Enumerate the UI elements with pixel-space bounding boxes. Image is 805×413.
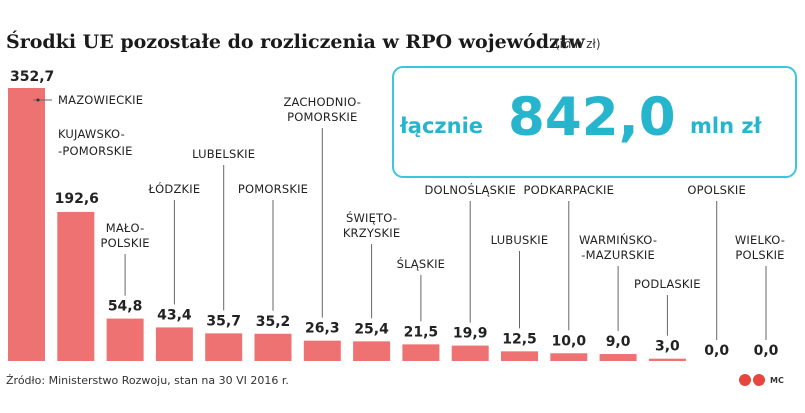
value-label-podlaskie: 3,0 — [655, 339, 680, 355]
bar-lubuskie — [501, 351, 538, 361]
category-label-kujawsko-pomorskie-1: -POMORSKIE — [58, 144, 133, 158]
category-label-opolskie: OPOLSKIE — [687, 183, 746, 197]
value-label-małopolskie: 54,8 — [108, 299, 143, 315]
value-label-łódzkie: 43,4 — [157, 307, 192, 323]
bar-łódzkie — [155, 327, 193, 361]
labels-layer: MAZOWIECKIEKUJAWSKO--POMORSKIEMAŁO-POLSK… — [58, 93, 785, 291]
bar-lubelskie — [205, 333, 243, 361]
logo-circle-left — [739, 374, 751, 386]
total-box-frame — [392, 66, 797, 178]
leaders-layer — [33, 98, 767, 340]
total-value: 842,0 — [508, 87, 676, 148]
category-label-świętokrzyskie-0: ŚWIĘTO- — [346, 210, 397, 225]
category-label-warmińsko-mazurskie-0: WARMIŃSKO- — [579, 232, 657, 247]
bars-layer — [8, 88, 686, 361]
bar-mazowieckie — [8, 88, 45, 361]
chart-unit: (mln zł) — [555, 37, 601, 51]
category-label-łódzkie: ŁÓDZKIE — [147, 181, 200, 196]
category-label-zachodniopomorskie-1: POMORSKIE — [287, 110, 357, 124]
bar-podkarpackie — [550, 353, 588, 361]
bar-dolnośląskie — [451, 345, 489, 361]
chart-title: Środki UE pozostałe do rozliczenia w RPO… — [6, 30, 586, 53]
category-label-śląskie: ŚLĄSKIE — [397, 256, 445, 271]
category-label-kujawsko-pomorskie-0: KUJAWSKO- — [58, 127, 125, 141]
value-label-kujawsko-pomorskie: 192,6 — [55, 191, 99, 207]
category-label-lubelskie: LUBELSKIE — [192, 147, 255, 161]
bar-pomorskie — [254, 333, 292, 361]
total-prefix: łącznie — [399, 114, 483, 138]
value-label-świętokrzyskie: 25,4 — [354, 321, 389, 337]
category-label-pomorskie: POMORSKIE — [238, 182, 308, 196]
leader-dot-mazowieckie — [36, 98, 40, 102]
value-label-opolskie: 0,0 — [704, 343, 729, 359]
value-label-dolnośląskie: 19,9 — [453, 326, 488, 342]
category-label-zachodniopomorskie-0: ZACHODNIO- — [283, 95, 361, 109]
source-note: Źródło: Ministerstwo Rozwoju, stan na 30… — [6, 374, 289, 387]
value-label-zachodniopomorskie: 26,3 — [305, 321, 340, 337]
bar-kujawsko-pomorskie — [57, 211, 95, 361]
value-label-wielkopolskie: 0,0 — [754, 343, 779, 359]
category-label-podkarpackie: PODKARPACKIE — [524, 183, 615, 197]
category-label-lubuskie: LUBUSKIE — [491, 233, 549, 247]
value-label-lubuskie: 12,5 — [502, 331, 537, 347]
category-label-warmińsko-mazurskie-1: -MAZURSKIE — [581, 248, 655, 262]
category-label-mazowieckie: MAZOWIECKIE — [58, 93, 143, 107]
values-layer: 352,7 192,6 54,8 43,4 35,7 35,2 26,3 25,4 21,5 19… — [10, 69, 779, 359]
value-label-pomorskie: 35,2 — [256, 314, 291, 330]
value-label-lubelskie: 35,7 — [206, 313, 241, 329]
bar-podlaskie — [648, 358, 686, 361]
value-label-śląskie: 21,5 — [404, 324, 439, 340]
category-label-świętokrzyskie-1: KRZYSKIE — [343, 226, 401, 240]
category-label-małopolskie-0: MAŁO- — [106, 221, 145, 235]
category-label-małopolskie-1: POLSKIE — [100, 236, 149, 250]
publisher-logo: MC — [739, 374, 784, 386]
logo-circle-right — [753, 374, 765, 386]
value-label-warmińsko-mazurskie: 9,0 — [606, 334, 631, 350]
bar-świętokrzyskie — [353, 341, 391, 361]
value-label-mazowieckie: 352,7 — [10, 69, 54, 85]
category-label-wielkopolskie-0: WIELKO- — [735, 233, 785, 247]
category-label-wielkopolskie-1: POLSKIE — [735, 248, 784, 262]
logo-text: MC — [770, 376, 784, 385]
category-label-dolnośląskie: DOLNOŚLĄSKIE — [424, 182, 515, 197]
value-label-podkarpackie: 10,0 — [552, 333, 587, 349]
bar-śląskie — [402, 344, 440, 361]
bar-warmińsko-mazurskie — [599, 354, 637, 361]
category-label-podlaskie: PODLASKIE — [634, 277, 701, 291]
total-box: łącznie 842,0 mln zł — [392, 66, 797, 178]
total-suffix: mln zł — [690, 114, 763, 138]
bar-małopolskie — [106, 318, 144, 361]
bar-zachodniopomorskie — [303, 340, 341, 361]
